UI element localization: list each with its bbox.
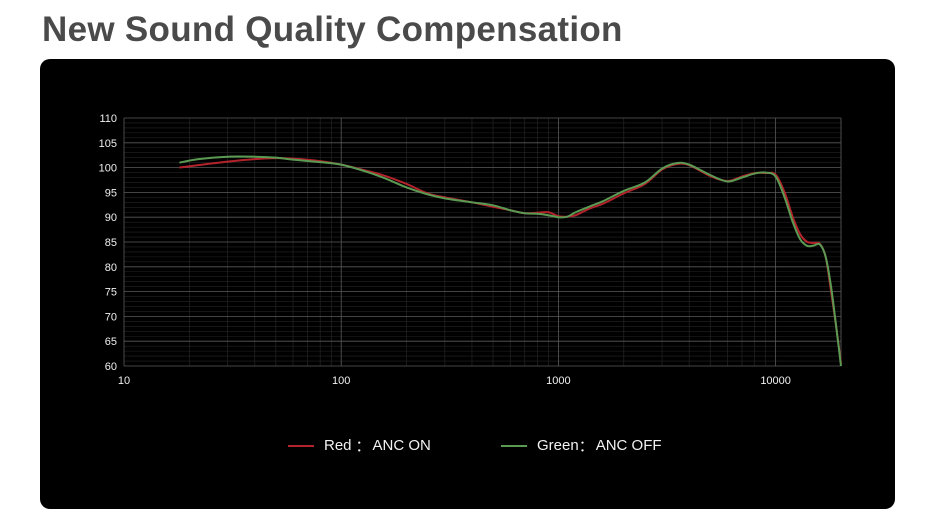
x-tick-label: 10000: [760, 375, 791, 387]
series-lines: [179, 155, 842, 367]
y-tick-label: 95: [105, 187, 117, 199]
y-tick-label: 85: [105, 237, 117, 249]
y-tick-label: 60: [105, 361, 117, 373]
x-tick-label: 10: [118, 375, 130, 387]
y-tick-label: 110: [99, 113, 117, 125]
y-tick-label: 100: [99, 163, 117, 175]
y-tick-label: 65: [105, 336, 117, 348]
y-tick-label: 80: [105, 262, 117, 274]
chart-panel: 110 105 100 95 90 85 80 75 70 65 60 10 100 1000 10000 …: [40, 59, 895, 509]
legend-label-red: Red: [324, 437, 352, 454]
legend-swatch-red: [288, 444, 314, 447]
legend-item-red: Red ： ANC ON: [288, 435, 431, 456]
x-tick-label: 100: [332, 375, 350, 387]
y-tick-label: 90: [105, 212, 117, 224]
y-tick-label: 105: [99, 138, 117, 150]
grid: [123, 117, 842, 367]
x-tick-label: 1000: [546, 375, 570, 387]
page-title: New Sound Quality Compensation: [42, 10, 623, 49]
legend-separator-green: ：: [578, 438, 594, 455]
legend-desc-red: ANC ON: [372, 437, 431, 454]
legend-desc-green: ANC OFF: [595, 437, 662, 454]
y-tick-label: 75: [105, 287, 117, 299]
legend: Red ： ANC ON Green ： ANC OFF: [40, 435, 895, 457]
legend-separator-red: ：: [355, 438, 371, 455]
legend-item-green: Green ： ANC OFF: [501, 435, 662, 456]
y-tick-label: 70: [105, 311, 117, 323]
legend-swatch-green: [501, 444, 527, 447]
green-anc-off-line: [179, 155, 842, 367]
legend-label-green: Green: [537, 437, 579, 454]
